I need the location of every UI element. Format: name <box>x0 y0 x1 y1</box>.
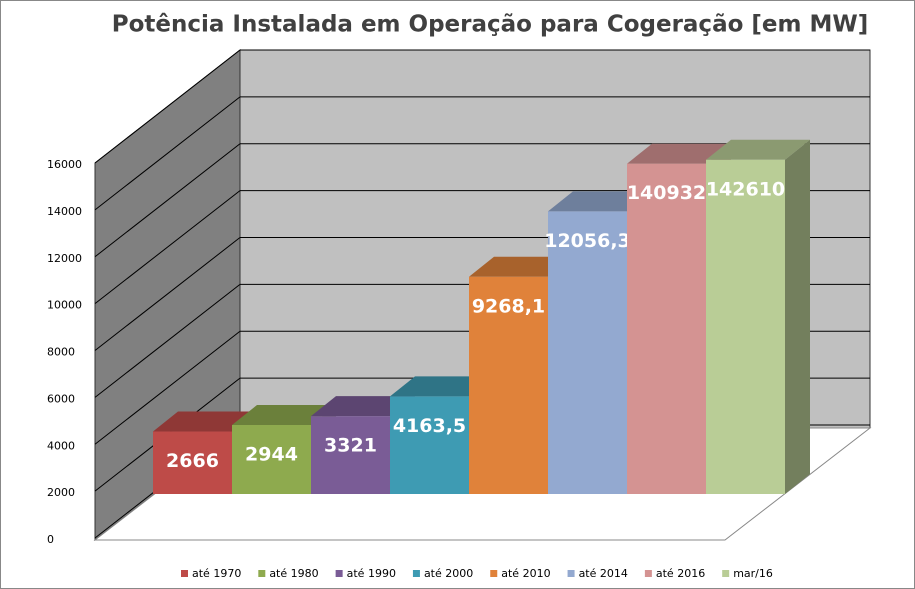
grid-line <box>94 190 241 305</box>
y-tick-label: 0 <box>47 533 54 546</box>
bar <box>469 276 548 494</box>
y-tick-label: 2000 <box>47 486 75 499</box>
grid-line <box>94 49 241 164</box>
bar-top <box>390 376 494 397</box>
legend-label: até 2010 <box>501 567 550 580</box>
value-label: 140932 <box>627 182 706 204</box>
grid-line <box>94 96 241 211</box>
y-tick-label: 14000 <box>47 205 82 218</box>
y-tick-label: 6000 <box>47 392 75 405</box>
bar-top <box>469 256 573 277</box>
value-label: 2944 <box>245 444 298 466</box>
y-tick-label: 12000 <box>47 252 82 265</box>
grid-line <box>94 330 241 445</box>
legend-swatch <box>722 570 730 577</box>
legend-label: até 2016 <box>656 567 705 580</box>
bar-top <box>627 143 731 164</box>
grid-line <box>94 237 241 351</box>
bars: 2666 2944 3321 4163,5 9268,1 12056,3 140932 142… <box>153 139 810 495</box>
legend-swatch <box>258 570 266 577</box>
bar-top <box>548 191 652 212</box>
bar-top <box>153 411 257 432</box>
legend-label: mar/16 <box>733 567 773 580</box>
value-label: 3321 <box>324 435 377 457</box>
value-label: 2666 <box>166 450 219 472</box>
y-tick-label: 16000 <box>47 158 82 171</box>
grid-line <box>94 143 241 258</box>
bar <box>311 416 390 494</box>
legend-swatch <box>181 570 188 577</box>
value-label: 4163,5 <box>393 415 466 437</box>
legend-label: até 2014 <box>579 567 628 580</box>
value-label: 12056,3 <box>544 230 631 252</box>
y-tick-label: 4000 <box>47 439 75 452</box>
value-label: 142610 <box>706 178 785 200</box>
bar <box>153 431 232 494</box>
chart-title: Potência Instalada em Operação para Coge… <box>112 12 869 38</box>
legend: até 1970 até 1980 até 1990 até 2000 até 2010… <box>181 567 773 580</box>
bar <box>706 159 785 494</box>
bar <box>548 211 627 494</box>
legend-label: até 1990 <box>347 567 396 580</box>
legend-swatch <box>567 570 575 577</box>
bar-top <box>232 405 336 425</box>
grid-line <box>94 283 241 398</box>
legend-swatch <box>335 570 343 577</box>
bar-top <box>706 139 810 160</box>
legend-label: até 1980 <box>269 567 318 580</box>
value-label: 9268,1 <box>472 295 545 317</box>
bar <box>232 425 311 494</box>
legend-label: até 1970 <box>192 567 241 580</box>
y-tick-label: 8000 <box>47 346 75 359</box>
y-tick-label: 10000 <box>47 299 82 312</box>
bar <box>390 396 469 494</box>
legend-swatch <box>490 570 498 577</box>
bar-top <box>311 396 415 417</box>
bar-side <box>785 139 810 494</box>
legend-swatch <box>644 570 652 577</box>
legend-label: até 2000 <box>424 567 473 580</box>
legend-swatch <box>412 570 420 577</box>
bar <box>627 163 706 495</box>
